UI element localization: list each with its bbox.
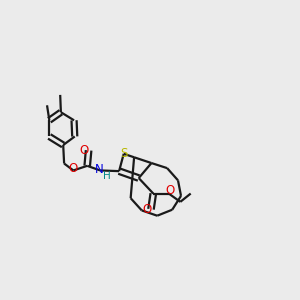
Text: N: N xyxy=(94,163,103,176)
Text: O: O xyxy=(165,184,175,197)
Text: S: S xyxy=(120,147,127,160)
Text: O: O xyxy=(80,144,89,157)
Text: H: H xyxy=(103,170,110,181)
Text: O: O xyxy=(142,203,152,216)
Text: O: O xyxy=(69,162,78,175)
